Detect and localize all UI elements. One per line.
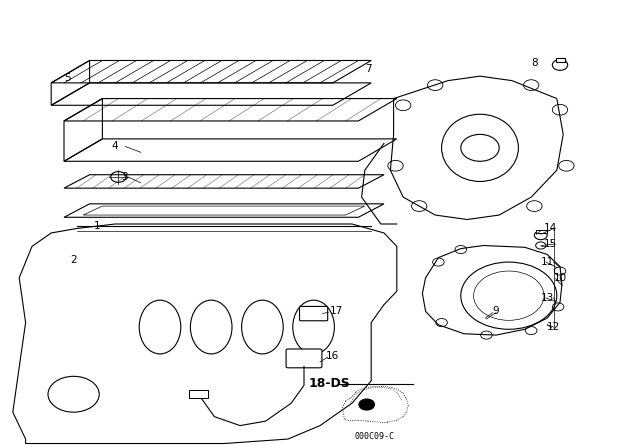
Text: 9: 9: [493, 306, 499, 316]
Text: 2: 2: [70, 255, 77, 265]
Text: 4: 4: [112, 141, 118, 151]
Text: 000C09-C: 000C09-C: [355, 432, 394, 441]
Text: 10: 10: [554, 273, 566, 283]
Text: 17: 17: [330, 306, 342, 316]
FancyBboxPatch shape: [189, 390, 208, 398]
FancyBboxPatch shape: [286, 349, 322, 368]
Text: 7: 7: [365, 65, 371, 74]
Text: 12: 12: [547, 322, 560, 332]
Circle shape: [359, 399, 374, 410]
Text: 11: 11: [541, 257, 554, 267]
Text: 1-: 1-: [94, 221, 104, 231]
Text: 5: 5: [64, 73, 70, 83]
Text: 15: 15: [544, 239, 557, 249]
Text: 14: 14: [544, 224, 557, 233]
Text: 8: 8: [531, 58, 538, 68]
FancyBboxPatch shape: [556, 58, 565, 62]
Text: 13: 13: [541, 293, 554, 303]
Text: 3: 3: [122, 172, 128, 182]
FancyBboxPatch shape: [300, 306, 328, 321]
Text: 16: 16: [326, 351, 339, 361]
Text: 18-DS: 18-DS: [308, 376, 351, 390]
FancyBboxPatch shape: [536, 230, 547, 233]
